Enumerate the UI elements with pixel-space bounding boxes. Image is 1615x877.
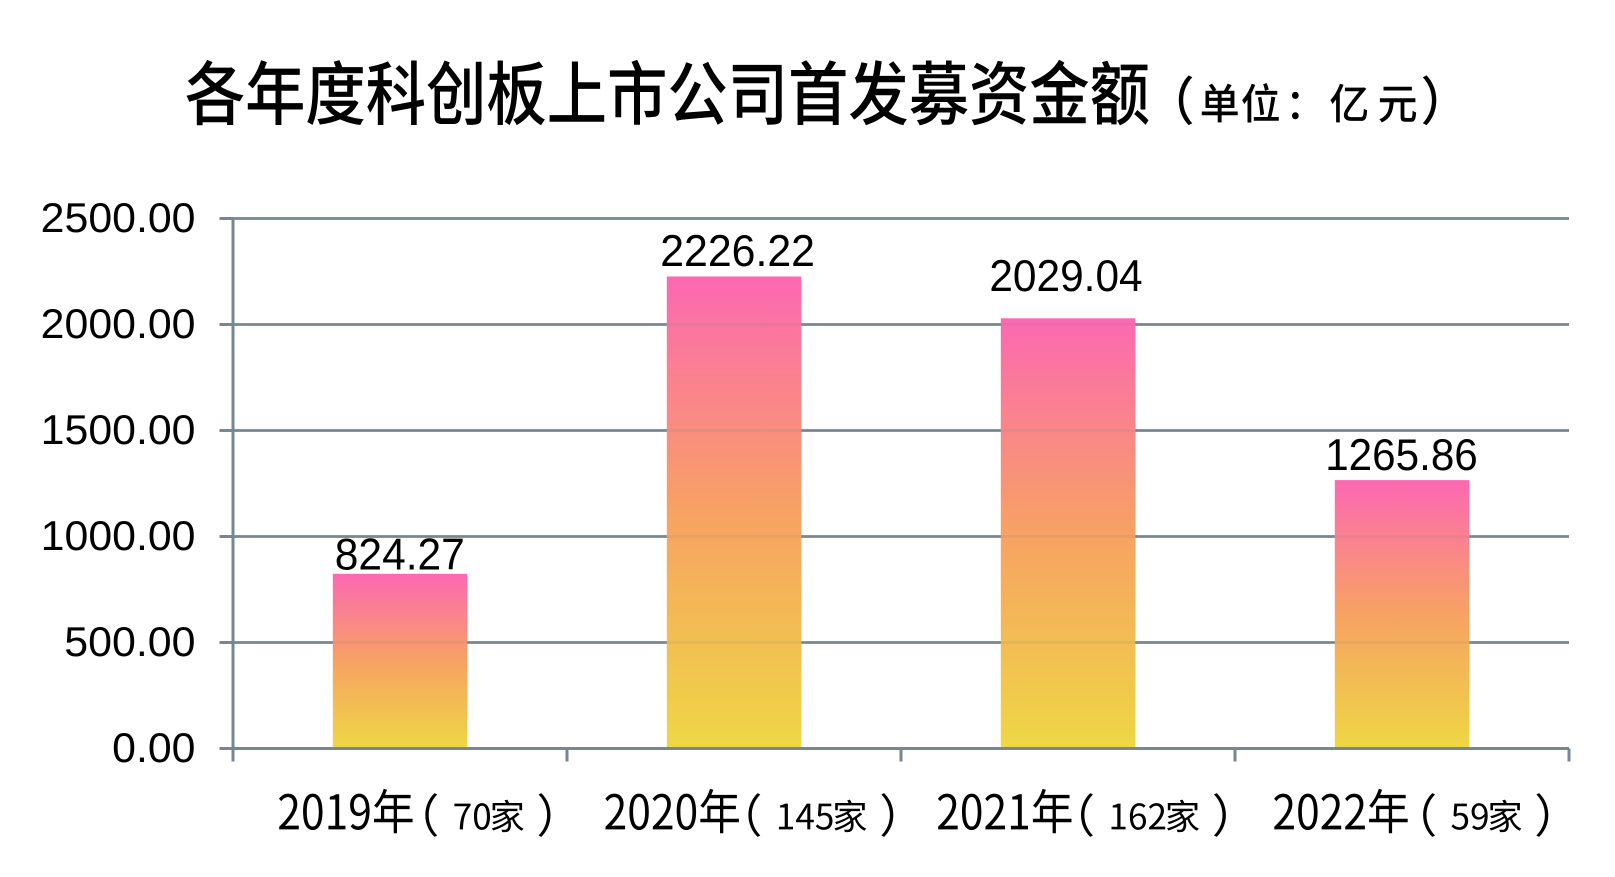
svg-text:0.00: 0.00 (112, 724, 195, 771)
svg-text:500.00: 500.00 (64, 618, 195, 665)
svg-text:2500.00: 2500.00 (41, 194, 196, 241)
svg-text:1000.00: 1000.00 (41, 512, 196, 559)
svg-text:1500.00: 1500.00 (41, 406, 196, 453)
svg-text:2226.22: 2226.22 (660, 226, 815, 276)
svg-text:824.27: 824.27 (335, 530, 465, 580)
svg-text:2029.04: 2029.04 (989, 251, 1142, 301)
svg-text:2000.00: 2000.00 (41, 300, 196, 347)
svg-text:1265.86: 1265.86 (1325, 430, 1478, 480)
